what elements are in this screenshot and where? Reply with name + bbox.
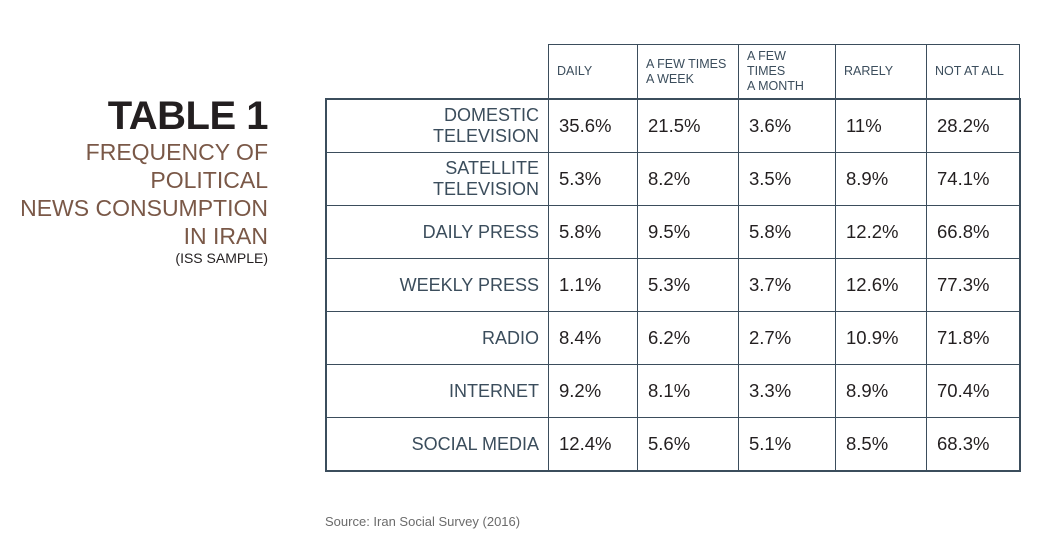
table-cell: 6.2% bbox=[637, 311, 739, 365]
table-cell: 5.8% bbox=[548, 205, 638, 259]
header-few-times-week: A FEW TIMES A WEEK bbox=[637, 44, 739, 100]
table-cell: 2.7% bbox=[738, 311, 836, 365]
table-row: SOCIAL MEDIA 12.4% 5.6% 5.1% 8.5% 68.3% bbox=[325, 417, 1021, 472]
table-cell: 8.4% bbox=[548, 311, 638, 365]
header-line: NOT AT ALL bbox=[935, 64, 1004, 78]
subtitle-line: NEWS CONSUMPTION bbox=[20, 195, 268, 221]
table-row: INTERNET 9.2% 8.1% 3.3% 8.9% 70.4% bbox=[325, 364, 1021, 418]
row-label: DAILY PRESS bbox=[325, 205, 549, 259]
table-cell: 8.9% bbox=[835, 364, 927, 418]
table-cell: 5.6% bbox=[637, 417, 739, 472]
header-corner bbox=[326, 44, 549, 100]
header-rarely: RARELY bbox=[835, 44, 927, 100]
table-cell: 5.8% bbox=[738, 205, 836, 259]
table-cell: 12.6% bbox=[835, 258, 927, 312]
table-cell: 9.5% bbox=[637, 205, 739, 259]
table-cell: 12.4% bbox=[548, 417, 638, 472]
table-cell: 11% bbox=[835, 98, 927, 153]
source-note: Source: Iran Social Survey (2016) bbox=[325, 514, 521, 529]
table-row: DAILY PRESS 5.8% 9.5% 5.8% 12.2% 66.8% bbox=[325, 205, 1021, 259]
table-cell: 70.4% bbox=[926, 364, 1021, 418]
header-line: RARELY bbox=[844, 64, 894, 78]
header-line: A MONTH bbox=[747, 79, 804, 93]
table-cell: 5.1% bbox=[738, 417, 836, 472]
table-cell: 5.3% bbox=[548, 152, 638, 206]
table-cell: 8.2% bbox=[637, 152, 739, 206]
header-daily: DAILY bbox=[548, 44, 638, 100]
table-cell: 3.3% bbox=[738, 364, 836, 418]
row-label: INTERNET bbox=[325, 364, 549, 418]
table-number-title: TABLE 1 bbox=[107, 94, 269, 138]
table-title-block: TABLE 1 FREQUENCY OF POLITICAL NEWS CONS… bbox=[0, 96, 268, 266]
table-cell: 3.6% bbox=[738, 98, 836, 153]
subtitle-line: IN IRAN bbox=[183, 223, 268, 249]
table-row: RADIO 8.4% 6.2% 2.7% 10.9% 71.8% bbox=[325, 311, 1021, 365]
table-cell: 66.8% bbox=[926, 205, 1021, 259]
table-subtitle: FREQUENCY OF POLITICAL NEWS CONSUMPTION … bbox=[0, 138, 268, 250]
header-few-times-month: A FEW TIMES A MONTH bbox=[738, 44, 836, 100]
table-cell: 71.8% bbox=[926, 311, 1021, 365]
header-line: A FEW TIMES bbox=[747, 49, 786, 78]
header-line: A WEEK bbox=[646, 71, 694, 86]
header-row: DAILY A FEW TIMES A WEEK A FEW TIMES A M… bbox=[326, 44, 1020, 100]
table-cell: 77.3% bbox=[926, 258, 1021, 312]
table-cell: 5.3% bbox=[637, 258, 739, 312]
row-label: SATELLITE TELEVISION bbox=[325, 152, 549, 206]
table-cell: 8.1% bbox=[637, 364, 739, 418]
table-cell: 35.6% bbox=[548, 98, 638, 153]
row-label: SOCIAL MEDIA bbox=[325, 417, 549, 472]
table-row: WEEKLY PRESS 1.1% 5.3% 3.7% 12.6% 77.3% bbox=[325, 258, 1021, 312]
header-line: A FEW TIMES bbox=[646, 56, 727, 71]
table-row: DOMESTIC TELEVISION 35.6% 21.5% 3.6% 11%… bbox=[325, 98, 1021, 153]
row-label: DOMESTIC TELEVISION bbox=[325, 98, 549, 153]
table-row: SATELLITE TELEVISION 5.3% 8.2% 3.5% 8.9%… bbox=[325, 152, 1021, 206]
table-cell: 21.5% bbox=[637, 98, 739, 153]
row-label: WEEKLY PRESS bbox=[325, 258, 549, 312]
header-line: DAILY bbox=[557, 64, 593, 78]
table-cell: 68.3% bbox=[926, 417, 1021, 472]
table-cell: 12.2% bbox=[835, 205, 927, 259]
header-not-at-all: NOT AT ALL bbox=[926, 44, 1020, 100]
table-cell: 3.7% bbox=[738, 258, 836, 312]
table-cell: 28.2% bbox=[926, 98, 1021, 153]
table-cell: 10.9% bbox=[835, 311, 927, 365]
news-consumption-table: DAILY A FEW TIMES A WEEK A FEW TIMES A M… bbox=[325, 44, 1021, 472]
row-label: RADIO bbox=[325, 311, 549, 365]
table-cell: 8.9% bbox=[835, 152, 927, 206]
table-cell: 8.5% bbox=[835, 417, 927, 472]
table-cell: 1.1% bbox=[548, 258, 638, 312]
sample-note: (ISS SAMPLE) bbox=[175, 250, 268, 266]
table-cell: 74.1% bbox=[926, 152, 1021, 206]
table-cell: 3.5% bbox=[738, 152, 836, 206]
subtitle-line: FREQUENCY OF POLITICAL bbox=[85, 139, 268, 193]
table-cell: 9.2% bbox=[548, 364, 638, 418]
